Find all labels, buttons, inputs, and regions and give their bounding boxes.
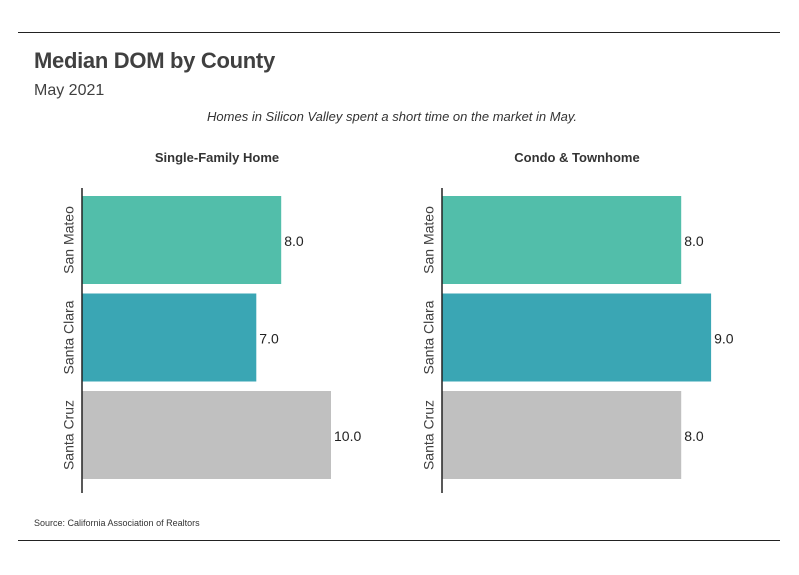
condo-panel-title: Condo & Townhome: [514, 150, 639, 165]
top-rule: [18, 32, 780, 33]
condo-category-label-santa-cruz: Santa Cruz: [421, 400, 437, 470]
single-family-bar-santa-clara: [82, 293, 257, 382]
condo-value-label-santa-clara: 9.0: [714, 331, 734, 347]
condo-chart: Condo & Townhome 8.0 San Mateo 9.0 Santa Cla…: [421, 150, 734, 493]
condo-value-label-san-mateo: 8.0: [684, 233, 704, 249]
single-family-value-label-santa-clara: 7.0: [259, 331, 279, 347]
source-note: Source: California Association of Realto…: [34, 518, 200, 528]
single-family-bar-santa-cruz: [82, 391, 331, 479]
single-family-value-label-santa-cruz: 10.0: [334, 428, 361, 444]
chart-subtitle: May 2021: [34, 82, 105, 99]
single-family-category-label-santa-cruz: Santa Cruz: [61, 400, 77, 470]
single-family-bar-san-mateo: [82, 196, 282, 284]
single-family-category-label-santa-clara: Santa Clara: [61, 300, 77, 374]
condo-value-label-santa-cruz: 8.0: [684, 428, 704, 444]
chart-caption: Homes in Silicon Valley spent a short ti…: [207, 109, 577, 124]
condo-category-label-santa-clara: Santa Clara: [421, 300, 437, 374]
condo-category-label-san-mateo: San Mateo: [421, 206, 437, 274]
condo-bar-santa-clara: [442, 293, 712, 382]
single-family-value-label-san-mateo: 8.0: [284, 233, 304, 249]
condo-bar-san-mateo: [442, 196, 682, 284]
bottom-rule: [18, 540, 780, 541]
single-family-category-label-san-mateo: San Mateo: [61, 206, 77, 274]
single-family-panel-title: Single-Family Home: [155, 150, 279, 165]
condo-bar-santa-cruz: [442, 391, 682, 479]
chart-title: Median DOM by County: [34, 48, 275, 73]
single-family-chart: Single-Family Home 8.0 San Mateo 7.0 Santa C…: [61, 150, 361, 493]
